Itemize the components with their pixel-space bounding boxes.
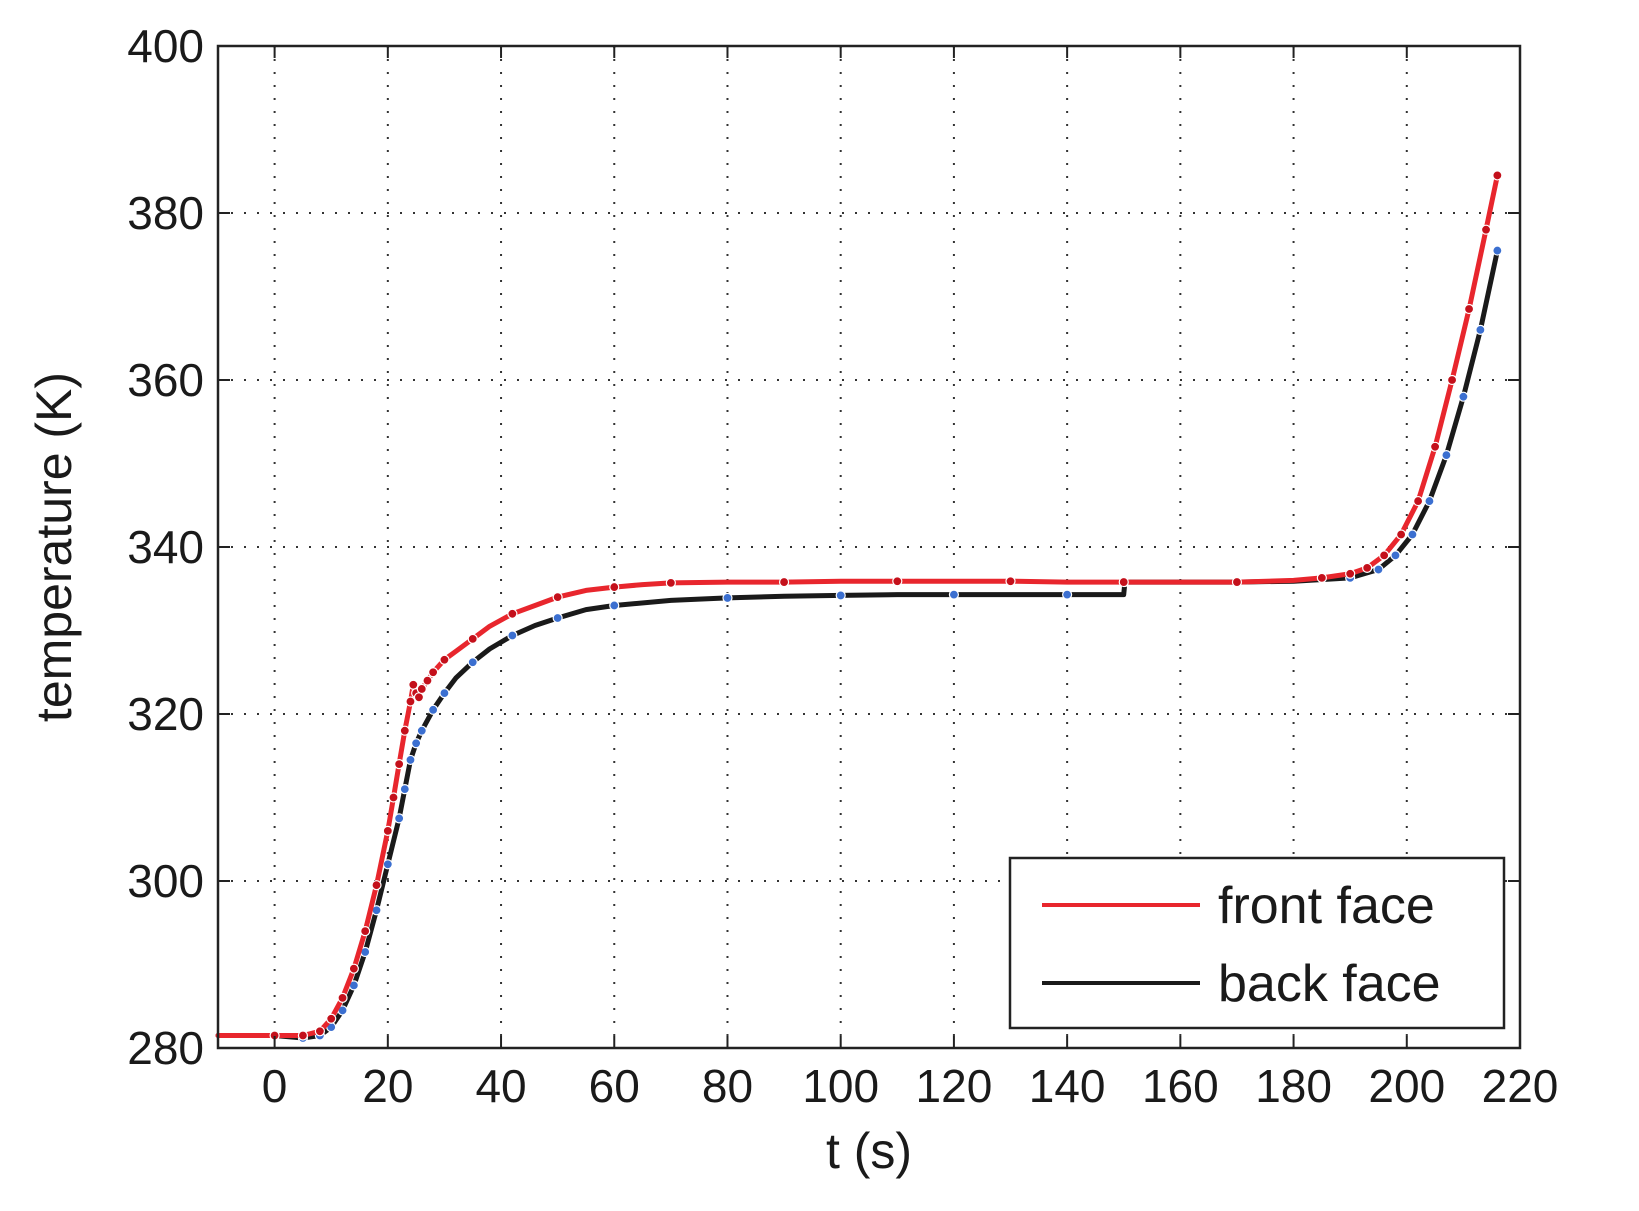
data-point-front-face [394, 758, 405, 770]
data-point-back-face [552, 612, 563, 624]
data-point-back-face [609, 600, 620, 611]
data-point-front-face [1118, 576, 1129, 588]
data-point-front-face [360, 925, 371, 937]
data-point-back-face [1407, 529, 1418, 540]
y-tick-label: 340 [127, 521, 204, 573]
data-point-front-face [1492, 170, 1503, 181]
x-tick-label: 120 [916, 1060, 993, 1112]
data-point-back-face [1458, 391, 1469, 402]
data-point-back-face [394, 813, 405, 824]
data-point-front-face [552, 591, 563, 603]
data-point-back-face [411, 738, 422, 749]
data-point-front-face [1316, 572, 1327, 583]
data-point-front-face [1362, 562, 1373, 573]
data-point-front-face [416, 683, 427, 695]
data-point-front-face [1379, 550, 1390, 561]
data-point-back-face [1390, 550, 1401, 561]
x-axis-title: t (s) [826, 1123, 912, 1179]
y-axis-title: temperature (K) [26, 372, 82, 722]
data-point-back-face [1441, 450, 1452, 461]
series-line-back-face [215, 248, 1500, 1041]
data-point-front-face [399, 725, 410, 736]
data-point-front-face [1429, 441, 1441, 452]
data-point-front-face [778, 576, 790, 588]
tick-layer: 0 20 40 60 80 100 120 140 160 180 200 220 280 300 320 3… [127, 20, 1558, 1112]
data-point-front-face [892, 576, 903, 587]
x-tick-label: 60 [589, 1060, 640, 1112]
data-point-back-face [507, 630, 518, 641]
x-tick-label: 40 [475, 1060, 526, 1112]
data-point-back-face [382, 859, 393, 870]
y-tick-label: 320 [127, 688, 204, 740]
data-point-back-face [1424, 495, 1435, 507]
x-tick-label: 0 [262, 1060, 288, 1112]
grid [218, 46, 1521, 1048]
x-tick-label: 200 [1368, 1060, 1445, 1112]
x-tick-label: 20 [362, 1060, 413, 1112]
y-tick-label: 280 [127, 1022, 204, 1074]
data-point-front-face [428, 667, 439, 678]
y-tick-label: 300 [127, 855, 204, 907]
data-point-front-face [382, 825, 393, 837]
legend-box [1008, 856, 1506, 1030]
data-point-front-face [1480, 224, 1492, 235]
data-point-front-face [388, 792, 399, 803]
data-point-front-face [297, 1030, 309, 1041]
data-point-back-face [467, 657, 478, 668]
data-point-front-face [1005, 576, 1016, 587]
x-tick-label: 160 [1142, 1060, 1219, 1112]
data-point-front-face [314, 1026, 325, 1037]
legend-label-front-face: front face [1218, 877, 1435, 935]
data-point-back-face [1492, 245, 1503, 256]
y-tick-label: 380 [127, 187, 204, 239]
data-point-front-face [439, 654, 450, 665]
data-point-front-face [408, 679, 419, 690]
series-layer [215, 170, 1503, 1044]
legend: front face back face [1008, 856, 1506, 1030]
data-point-front-face [467, 633, 478, 644]
data-point-front-face [1396, 529, 1407, 540]
data-point-front-face [422, 675, 433, 686]
data-point-front-face [1345, 568, 1356, 579]
data-point-front-face [337, 992, 348, 1004]
data-point-front-face [609, 581, 620, 593]
data-point-back-face [722, 592, 733, 604]
data-point-front-face [665, 577, 676, 589]
data-point-front-face [348, 963, 359, 974]
data-point-front-face [405, 696, 416, 707]
x-tick-label: 220 [1482, 1060, 1559, 1112]
data-point-back-face [835, 590, 846, 601]
data-point-back-face [399, 784, 410, 795]
data-point-front-face [326, 1013, 337, 1024]
data-point-back-face [1062, 589, 1073, 600]
y-tick-label: 400 [127, 20, 204, 72]
legend-label-back-face: back face [1218, 955, 1441, 1013]
data-point-front-face [371, 880, 382, 891]
data-point-back-face [948, 589, 960, 600]
data-point-back-face [428, 704, 439, 715]
data-point-back-face [405, 754, 416, 766]
data-point-front-face [507, 608, 518, 619]
data-point-back-face [439, 688, 450, 699]
x-tick-label: 80 [702, 1060, 753, 1112]
x-tick-label: 180 [1255, 1060, 1332, 1112]
x-tick-label: 140 [1029, 1060, 1106, 1112]
data-point-back-face [1475, 324, 1486, 335]
data-point-front-face [1463, 303, 1475, 315]
data-point-front-face [1446, 374, 1458, 386]
data-point-back-face [1373, 564, 1384, 575]
x-tick-label: 100 [802, 1060, 879, 1112]
y-tick-label: 360 [127, 354, 204, 406]
data-point-back-face [416, 725, 427, 736]
data-point-front-face [1231, 576, 1243, 588]
data-point-front-face [1413, 495, 1424, 507]
data-point-front-face [413, 692, 425, 703]
